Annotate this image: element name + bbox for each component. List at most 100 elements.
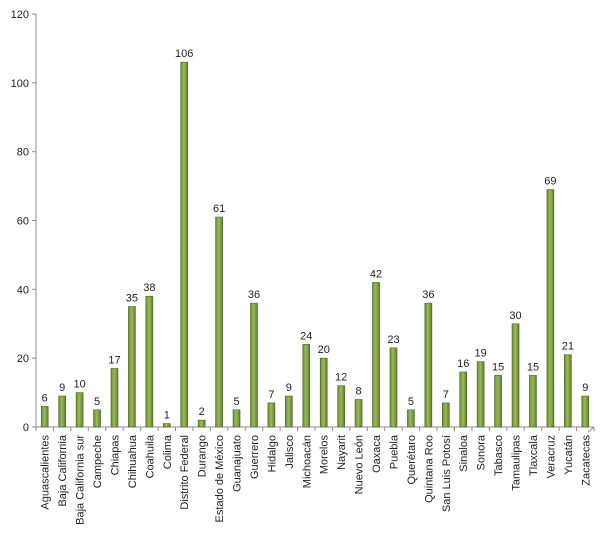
data-label: 6 xyxy=(42,392,48,404)
data-label: 21 xyxy=(562,341,574,353)
bar xyxy=(110,368,119,428)
bar xyxy=(337,385,345,428)
data-label: 12 xyxy=(335,372,347,384)
category-label: San Luis Potosí xyxy=(441,435,453,512)
category-label: Zacatecas xyxy=(580,435,592,486)
bar xyxy=(232,409,241,428)
category-label: Guanajuato xyxy=(232,435,244,492)
bar xyxy=(128,306,136,428)
data-label: 9 xyxy=(286,382,292,394)
bar xyxy=(267,402,276,428)
data-label: 36 xyxy=(248,289,260,301)
data-label: 2 xyxy=(199,406,205,418)
bar xyxy=(354,399,363,428)
bar xyxy=(476,361,485,428)
bar xyxy=(302,344,311,428)
data-label: 20 xyxy=(318,344,330,356)
data-label: 10 xyxy=(73,379,85,391)
data-label: 9 xyxy=(582,382,588,394)
data-label: 19 xyxy=(475,348,487,360)
category-label: Quintana Roo xyxy=(423,435,435,503)
y-tick-label: 60 xyxy=(17,216,29,228)
category-label: Yucatán xyxy=(563,435,575,475)
bar xyxy=(372,282,380,428)
data-label: 30 xyxy=(509,310,521,322)
data-label: 7 xyxy=(443,389,449,401)
category-label: Querétaro xyxy=(406,435,418,485)
bar xyxy=(215,216,223,428)
bar xyxy=(389,347,398,428)
bar xyxy=(494,375,502,428)
category-label: Oaxaca xyxy=(371,434,383,473)
y-tick-label: 0 xyxy=(23,422,29,434)
bars xyxy=(40,61,590,428)
bar xyxy=(407,409,415,428)
category-label: Morelos xyxy=(319,435,331,475)
bar xyxy=(197,419,206,428)
bar xyxy=(162,423,171,428)
data-label: 42 xyxy=(370,268,382,280)
bar xyxy=(564,354,572,428)
category-label: Veracruz xyxy=(545,435,557,478)
category-label: Hidalgo xyxy=(266,435,278,472)
category-label: Distrito Federal xyxy=(179,435,191,510)
category-label: Chihuahua xyxy=(127,434,139,488)
category-label: Colima xyxy=(162,434,174,469)
bar xyxy=(40,406,49,428)
category-label: Puebla xyxy=(388,434,400,469)
category-label: Chiapas xyxy=(109,435,121,476)
data-label: 7 xyxy=(268,389,274,401)
y-tick-label: 120 xyxy=(11,9,29,21)
bar xyxy=(58,395,66,428)
category-label: Guerrero xyxy=(249,435,261,479)
bar xyxy=(529,375,537,428)
data-label: 5 xyxy=(233,396,239,408)
category-label: Sonora xyxy=(476,434,488,470)
bar xyxy=(459,371,468,428)
data-label: 106 xyxy=(175,48,193,60)
category-label: Jalisco xyxy=(284,435,296,469)
data-label: 23 xyxy=(387,334,399,346)
bar xyxy=(250,302,258,428)
bar xyxy=(581,395,590,428)
data-label: 1 xyxy=(164,410,170,422)
bar xyxy=(75,392,84,428)
bar xyxy=(511,323,520,428)
bar xyxy=(93,409,101,428)
category-label: Baja California sur xyxy=(75,435,87,525)
category-label: Nayarit xyxy=(336,435,348,470)
data-label: 15 xyxy=(492,361,504,373)
category-label: Campeche xyxy=(92,435,104,488)
data-label: 8 xyxy=(356,385,362,397)
data-label: 15 xyxy=(527,361,539,373)
category-label: Sinaloa xyxy=(458,434,470,472)
y-tick-label: 40 xyxy=(17,284,29,296)
y-tick-label: 20 xyxy=(17,353,29,365)
bar xyxy=(441,402,450,428)
data-label: 36 xyxy=(422,289,434,301)
category-label: Durango xyxy=(197,435,209,477)
category-label: Aguascalientes xyxy=(40,435,52,510)
bar xyxy=(424,302,433,428)
bar xyxy=(145,295,154,428)
category-label: Tabasco xyxy=(493,435,505,476)
data-label: 16 xyxy=(457,358,469,370)
category-label: Coahuila xyxy=(144,434,156,478)
data-label: 61 xyxy=(213,203,225,215)
category-label: Michoacán xyxy=(301,435,313,488)
x-axis-floor-edge xyxy=(587,426,595,433)
data-label: 5 xyxy=(94,396,100,408)
data-label: 17 xyxy=(108,354,120,366)
y-tick-label: 80 xyxy=(17,147,29,159)
y-tick-label: 100 xyxy=(11,78,29,90)
data-label: 24 xyxy=(300,330,312,342)
bar xyxy=(180,61,189,428)
category-label: Baja California xyxy=(57,434,69,506)
category-label: Estado de México xyxy=(214,435,226,522)
category-label: Nuevo León xyxy=(354,435,366,494)
bar xyxy=(319,357,328,428)
labels: 6 Aguascalientes 9 Baja California 10 Baja Ca… xyxy=(40,48,593,525)
